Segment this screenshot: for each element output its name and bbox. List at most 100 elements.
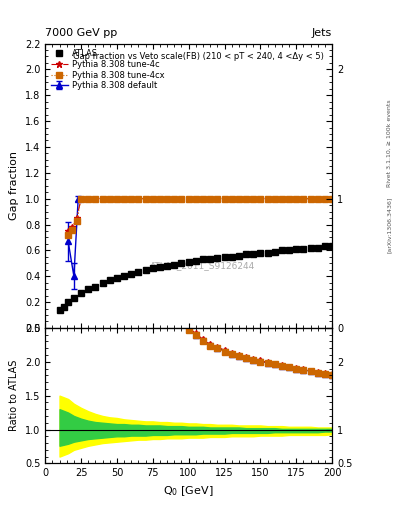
Pythia 8.308 tune-4c [129, 196, 134, 202]
Pythia 8.308 tune-4cx [100, 196, 105, 202]
Pythia 8.308 tune-4c [193, 196, 198, 202]
Pythia 8.308 tune-4c [165, 196, 169, 202]
Pythia 8.308 tune-4c [86, 196, 90, 202]
ATLAS [186, 259, 191, 265]
ATLAS [72, 295, 76, 301]
ATLAS [100, 280, 105, 286]
ATLAS [151, 265, 155, 271]
Pythia 8.308 tune-4cx [308, 196, 313, 202]
ATLAS [57, 307, 62, 313]
Pythia 8.308 tune-4c [179, 196, 184, 202]
ATLAS [287, 247, 292, 253]
Pythia 8.308 tune-4c [93, 196, 98, 202]
Pythia 8.308 tune-4c [100, 196, 105, 202]
Pythia 8.308 tune-4cx [74, 218, 79, 224]
ATLAS [179, 260, 184, 266]
Pythia 8.308 tune-4c [122, 196, 127, 202]
Y-axis label: Ratio to ATLAS: Ratio to ATLAS [9, 360, 19, 431]
ATLAS [251, 251, 255, 258]
Pythia 8.308 tune-4c [215, 196, 220, 202]
ATLAS [143, 267, 148, 273]
Pythia 8.308 tune-4c [208, 196, 213, 202]
Pythia 8.308 tune-4cx [215, 196, 220, 202]
Pythia 8.308 tune-4cx [287, 196, 292, 202]
Pythia 8.308 tune-4c [230, 196, 234, 202]
Pythia 8.308 tune-4c [323, 196, 327, 202]
Pythia 8.308 tune-4cx [294, 196, 299, 202]
Pythia 8.308 tune-4c [287, 196, 292, 202]
Text: Gap fraction vs Veto scale(FB) (210 < pT < 240, 4 <Δy < 5): Gap fraction vs Veto scale(FB) (210 < pT… [73, 52, 323, 61]
Pythia 8.308 tune-4c [251, 196, 255, 202]
Pythia 8.308 tune-4c [172, 196, 177, 202]
Text: ATLAS_2011_S9126244: ATLAS_2011_S9126244 [151, 261, 255, 270]
ATLAS [308, 245, 313, 251]
Pythia 8.308 tune-4cx [70, 227, 75, 233]
Pythia 8.308 tune-4cx [265, 196, 270, 202]
Pythia 8.308 tune-4cx [79, 196, 83, 202]
Pythia 8.308 tune-4cx [316, 196, 320, 202]
Legend: ATLAS, Pythia 8.308 tune-4c, Pythia 8.308 tune-4cx, Pythia 8.308 default: ATLAS, Pythia 8.308 tune-4c, Pythia 8.30… [50, 48, 166, 92]
ATLAS [279, 247, 284, 253]
Pythia 8.308 tune-4cx [201, 196, 206, 202]
Pythia 8.308 tune-4cx [93, 196, 98, 202]
Pythia 8.308 tune-4c [70, 224, 75, 230]
ATLAS [129, 270, 134, 276]
Pythia 8.308 tune-4cx [279, 196, 284, 202]
ATLAS [79, 290, 83, 296]
Pythia 8.308 tune-4c [265, 196, 270, 202]
Text: Rivet 3.1.10, ≥ 100k events: Rivet 3.1.10, ≥ 100k events [387, 99, 391, 187]
Pythia 8.308 tune-4c [158, 196, 162, 202]
X-axis label: Q$_0$ [GeV]: Q$_0$ [GeV] [163, 484, 214, 498]
Pythia 8.308 tune-4c [115, 196, 119, 202]
Pythia 8.308 tune-4cx [179, 196, 184, 202]
Pythia 8.308 tune-4c [79, 196, 83, 202]
ATLAS [230, 254, 234, 260]
Pythia 8.308 tune-4cx [115, 196, 119, 202]
Pythia 8.308 tune-4cx [136, 196, 141, 202]
Pythia 8.308 tune-4c [136, 196, 141, 202]
ATLAS [208, 257, 213, 263]
Line: Pythia 8.308 tune-4c: Pythia 8.308 tune-4c [65, 195, 336, 234]
Pythia 8.308 tune-4c [151, 196, 155, 202]
Pythia 8.308 tune-4cx [86, 196, 90, 202]
Pythia 8.308 tune-4cx [237, 196, 241, 202]
ATLAS [115, 274, 119, 281]
Text: 7000 GeV pp: 7000 GeV pp [45, 28, 118, 38]
Line: Pythia 8.308 tune-4cx: Pythia 8.308 tune-4cx [65, 196, 335, 238]
Pythia 8.308 tune-4cx [251, 196, 255, 202]
ATLAS [222, 254, 227, 260]
ATLAS [165, 263, 169, 269]
Text: [arXiv:1306.3436]: [arXiv:1306.3436] [387, 197, 391, 253]
ATLAS [244, 251, 248, 258]
ATLAS [316, 245, 320, 251]
Pythia 8.308 tune-4c [316, 196, 320, 202]
Pythia 8.308 tune-4cx [323, 196, 327, 202]
Pythia 8.308 tune-4cx [222, 196, 227, 202]
Pythia 8.308 tune-4c [244, 196, 248, 202]
Pythia 8.308 tune-4cx [244, 196, 248, 202]
Pythia 8.308 tune-4cx [230, 196, 234, 202]
Pythia 8.308 tune-4c [272, 196, 277, 202]
Pythia 8.308 tune-4c [301, 196, 306, 202]
Pythia 8.308 tune-4cx [193, 196, 198, 202]
ATLAS [172, 262, 177, 268]
ATLAS [122, 273, 127, 279]
ATLAS [93, 284, 98, 290]
ATLAS [323, 243, 327, 249]
Pythia 8.308 tune-4c [294, 196, 299, 202]
ATLAS [158, 264, 162, 270]
Pythia 8.308 tune-4c [279, 196, 284, 202]
Pythia 8.308 tune-4c [143, 196, 148, 202]
ATLAS [301, 246, 306, 252]
Pythia 8.308 tune-4cx [66, 232, 70, 238]
Pythia 8.308 tune-4c [66, 228, 70, 234]
Pythia 8.308 tune-4c [186, 196, 191, 202]
Pythia 8.308 tune-4cx [172, 196, 177, 202]
Line: ATLAS: ATLAS [57, 244, 335, 313]
Pythia 8.308 tune-4cx [151, 196, 155, 202]
Pythia 8.308 tune-4c [107, 196, 112, 202]
Pythia 8.308 tune-4cx [143, 196, 148, 202]
Pythia 8.308 tune-4cx [301, 196, 306, 202]
Pythia 8.308 tune-4c [237, 196, 241, 202]
Y-axis label: Gap fraction: Gap fraction [9, 151, 19, 220]
